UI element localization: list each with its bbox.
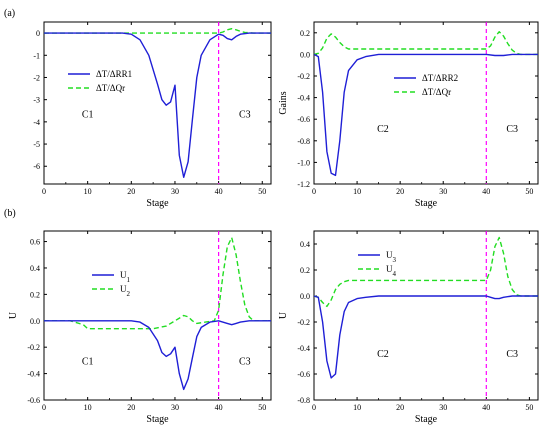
- x-tick-label: 0: [42, 187, 46, 196]
- x-tick-label: 30: [171, 187, 179, 196]
- y-axis-title: U: [278, 311, 289, 319]
- region-label: C2: [377, 349, 389, 360]
- y-tick-label: -0.8: [297, 137, 310, 146]
- x-tick-label: 30: [439, 403, 447, 412]
- legend-label: ΔT/ΔRR2: [422, 73, 458, 83]
- series-line-U3: [314, 295, 538, 379]
- y-tick-label: -0.6: [27, 396, 40, 405]
- x-tick-label: 10: [353, 187, 361, 196]
- legend-label: U2: [120, 284, 131, 298]
- x-tick-label: 40: [215, 187, 223, 196]
- x-tick-label: 40: [215, 403, 223, 412]
- region-label: C1: [82, 109, 94, 120]
- legend-label: ΔT/ΔQr: [96, 83, 125, 93]
- region-label: C3: [239, 109, 251, 120]
- legend-label: U1: [120, 270, 131, 284]
- y-tick-label: -1.2: [297, 180, 310, 189]
- y-tick-label: -0.4: [297, 94, 310, 103]
- y-tick-label: -5: [33, 140, 40, 149]
- legend-label: U4: [386, 264, 397, 278]
- y-tick-label: -0.8: [297, 396, 310, 405]
- x-tick-label: 20: [127, 403, 135, 412]
- plot-frame: [313, 230, 539, 401]
- chart-panel-1: 0 10 20 30 40 50 0.2 0.0 -0.2 -0.4 -0.6 -0.8 -1.0 -1.…: [278, 21, 539, 209]
- y-tick-label: -0.4: [27, 370, 40, 379]
- y-tick-label: 0.2: [300, 266, 310, 275]
- x-tick-label: 30: [171, 403, 179, 412]
- x-axis-title: Stage: [415, 414, 438, 425]
- y-tick-label: 0.0: [30, 317, 40, 326]
- x-tick-label: 20: [396, 403, 404, 412]
- y-tick-label: -2: [33, 73, 40, 82]
- plot-frame: [43, 230, 272, 401]
- series-line-ΔT/ΔRR1: [44, 32, 271, 179]
- series-line-ΔT/ΔQr: [44, 28, 271, 34]
- x-tick-label: 40: [482, 187, 490, 196]
- y-tick-label: -0.6: [297, 370, 310, 379]
- y-tick-label: 0.6: [30, 238, 40, 247]
- y-tick-label: -0.2: [297, 72, 310, 81]
- x-tick-label: 20: [396, 187, 404, 196]
- x-tick-label: 10: [84, 187, 92, 196]
- region-label: C1: [82, 356, 94, 367]
- y-tick-label: 0.4: [300, 240, 310, 249]
- plots-group: 0 10 20 30 40 50 0 -1 -2 -3 -4 -5 -6 Stage C1 C3 ΔT/ΔRR1…: [8, 21, 539, 425]
- x-tick-label: 50: [258, 403, 266, 412]
- y-tick-label: -1: [33, 51, 40, 60]
- y-tick-label: -0.2: [297, 318, 310, 327]
- y-tick-label: -6: [33, 162, 40, 171]
- chart-panel-3: 0 10 20 30 40 50 0.4 0.2 0.0 -0.2 -0.4 -0.6 -0.8 Stag…: [278, 230, 539, 425]
- panel-tag-b: (b): [4, 208, 16, 219]
- y-tick-label: -0.2: [27, 343, 40, 352]
- x-tick-label: 0: [312, 187, 316, 196]
- legend-label: ΔT/ΔRR1: [96, 69, 132, 79]
- panel-tag-a: (a): [4, 8, 15, 19]
- x-tick-label: 50: [525, 403, 533, 412]
- y-axis-title: U: [8, 311, 19, 319]
- y-tick-label: 0.0: [300, 50, 310, 59]
- plot-frame: [43, 21, 272, 185]
- y-axis-title: Gains: [278, 91, 289, 114]
- series-line-ΔT/ΔRR2: [314, 53, 538, 177]
- chart-panel-2: 0 10 20 30 40 50 0.6 0.4 0.2 0.0 -0.2 -0.4 -0.6 Stage…: [8, 230, 272, 425]
- x-tick-label: 0: [312, 403, 316, 412]
- x-tick-label: 0: [42, 403, 46, 412]
- series-line-U2: [44, 236, 271, 330]
- x-axis-title: Stage: [146, 414, 169, 425]
- y-tick-label: 0.4: [30, 264, 40, 273]
- x-tick-label: 50: [258, 187, 266, 196]
- y-tick-label: -3: [33, 96, 40, 105]
- x-tick-label: 10: [353, 403, 361, 412]
- x-axis-title: Stage: [415, 198, 438, 209]
- series-line-ΔT/ΔQr: [314, 31, 538, 56]
- x-tick-label: 30: [439, 187, 447, 196]
- y-tick-label: 0.0: [300, 292, 310, 301]
- region-label: C2: [377, 124, 389, 135]
- y-tick-label: -0.6: [297, 115, 310, 124]
- chart-panel-0: 0 10 20 30 40 50 0 -1 -2 -3 -4 -5 -6 Stage C1 C3 ΔT/ΔRR1…: [33, 21, 272, 209]
- y-tick-label: -4: [33, 118, 40, 127]
- x-tick-label: 40: [482, 403, 490, 412]
- x-axis-title: Stage: [146, 198, 169, 209]
- region-label: C3: [506, 349, 518, 360]
- legend-label: U3: [386, 250, 397, 264]
- legend-label: ΔT/ΔQr: [422, 87, 451, 97]
- region-label: C3: [506, 124, 518, 135]
- region-label: C3: [239, 356, 251, 367]
- y-tick-label: 0.2: [30, 290, 40, 299]
- x-tick-label: 50: [525, 187, 533, 196]
- x-tick-label: 10: [84, 403, 92, 412]
- y-tick-label: -0.4: [297, 344, 310, 353]
- plot-frame: [313, 21, 539, 185]
- x-tick-label: 20: [127, 187, 135, 196]
- series-line-U4: [314, 236, 538, 308]
- y-tick-label: 0.2: [300, 29, 310, 38]
- y-tick-label: -1.0: [297, 158, 310, 167]
- series-line-U1: [44, 320, 271, 391]
- y-tick-label: 0: [36, 29, 40, 38]
